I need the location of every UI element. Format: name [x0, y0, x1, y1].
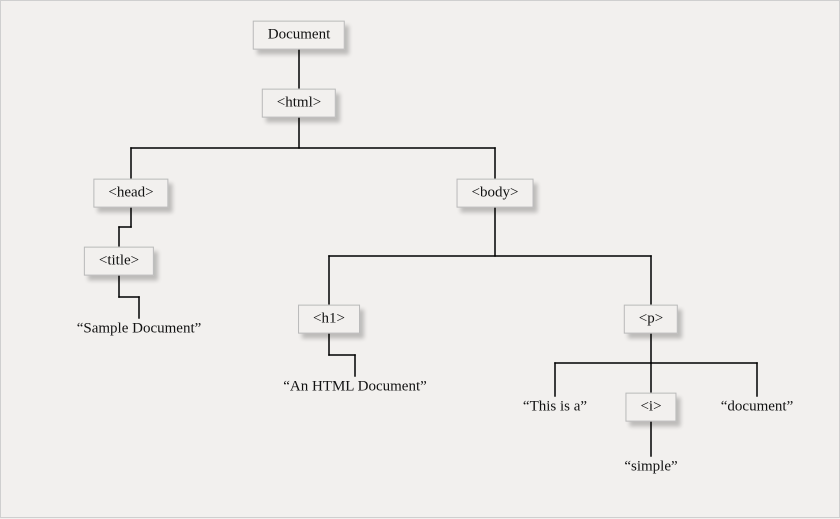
dom-tree-diagram: Document <html> <head> <body> <title> Sample …: [1, 1, 839, 517]
tree-node-title: <title>: [84, 247, 154, 276]
tree-node-body: <body>: [457, 179, 534, 208]
tree-node-iT: simple: [624, 458, 677, 477]
tree-node-h1: <h1>: [298, 305, 360, 334]
tree-node-p: <p>: [624, 305, 678, 334]
tree-node-html: <html>: [262, 89, 336, 118]
tree-node-h1T: An HTML Document: [283, 378, 427, 397]
tree-node-i: <i>: [625, 393, 676, 422]
tree-node-pT2: document: [721, 398, 794, 417]
tree-node-doc: Document: [253, 21, 345, 50]
tree-node-titleT: Sample Document: [77, 320, 202, 339]
tree-node-pT1: This is a: [523, 398, 587, 417]
tree-node-head: <head>: [93, 179, 168, 208]
